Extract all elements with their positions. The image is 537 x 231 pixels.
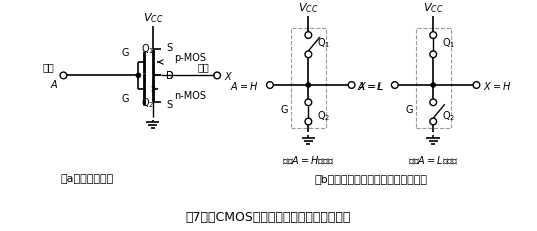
Text: p-MOS: p-MOS [174,53,206,63]
Text: $V_{CC}$: $V_{CC}$ [423,1,444,15]
Text: $V_{CC}$: $V_{CC}$ [298,1,318,15]
Text: Q$_1$: Q$_1$ [141,43,155,56]
Text: G: G [281,105,288,115]
Text: $A=H$: $A=H$ [230,80,258,92]
Text: D: D [166,71,174,81]
Text: $V_{CC}$: $V_{CC}$ [142,11,163,24]
Text: 第7図　CMOSインバータの基本回路と動作: 第7図 CMOSインバータの基本回路と動作 [185,210,351,223]
Circle shape [306,84,310,88]
Text: Q$_2$: Q$_2$ [141,96,155,110]
Text: G: G [405,105,413,115]
Text: G: G [121,48,129,58]
Text: Q$_1$: Q$_1$ [317,36,330,49]
Text: $X$: $X$ [224,70,233,82]
Text: Q$_1$: Q$_1$ [442,36,455,49]
Text: 入力$A=L$のとき: 入力$A=L$のとき [408,153,459,165]
Text: S: S [166,100,172,110]
Text: 入力$A=H$のとき: 入力$A=H$のとき [282,153,335,165]
Text: D: D [166,71,174,81]
Text: （b）　スイッチ回路による動作説明: （b） スイッチ回路による動作説明 [314,173,427,183]
Text: n-MOS: n-MOS [174,90,206,100]
Text: Q$_2$: Q$_2$ [317,108,330,122]
Text: $A=L$: $A=L$ [357,80,383,92]
Text: 出力: 出力 [198,61,209,72]
Text: （a）　基本回路: （a） 基本回路 [61,173,114,183]
Text: G: G [121,94,129,104]
Circle shape [136,74,141,78]
Text: $X=L$: $X=L$ [358,80,384,92]
Circle shape [431,84,436,88]
Text: Q$_2$: Q$_2$ [442,108,455,122]
Text: $X=H$: $X=H$ [483,80,511,92]
Text: S: S [166,43,172,52]
Bar [416,29,451,129]
Bar [291,29,325,129]
Text: $A$: $A$ [50,78,59,90]
Text: 入力: 入力 [42,61,54,72]
